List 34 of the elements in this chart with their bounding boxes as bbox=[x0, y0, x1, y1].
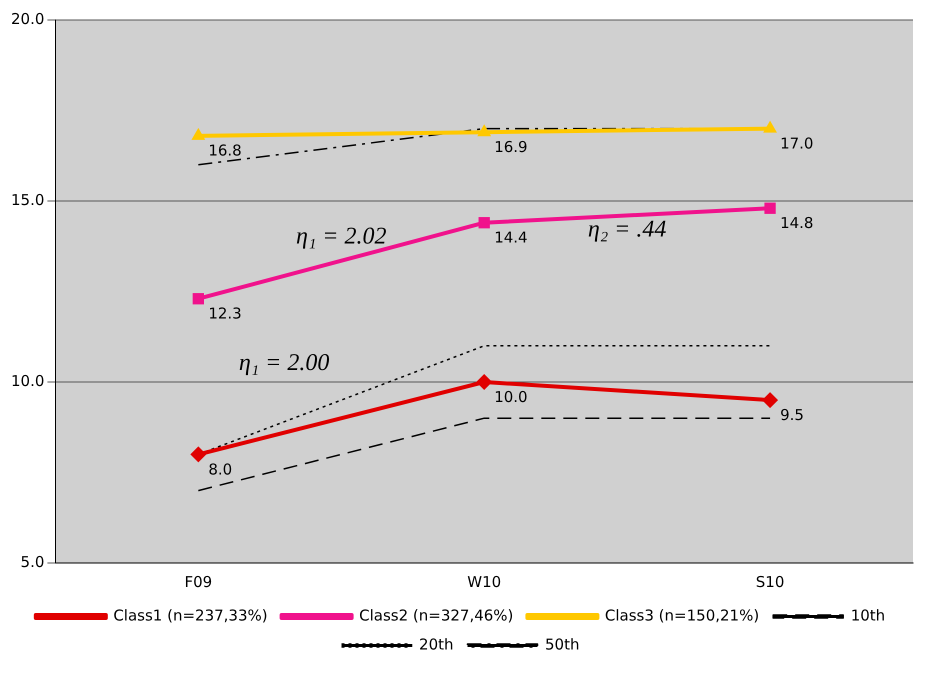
point bbox=[477, 124, 492, 136]
point bbox=[762, 392, 778, 408]
annotation: η₁ = 2.00 bbox=[238, 350, 330, 376]
data-label: 17.0 bbox=[780, 134, 814, 152]
y-tick-label: 5.0 bbox=[20, 552, 44, 571]
point bbox=[192, 293, 204, 304]
data-label: 8.0 bbox=[208, 460, 232, 478]
data-label: 9.5 bbox=[780, 406, 804, 424]
point bbox=[763, 120, 777, 133]
point bbox=[476, 374, 492, 390]
x-tick-label: W10 bbox=[467, 572, 502, 591]
data-label: 16.8 bbox=[208, 142, 242, 160]
legend-label: 20th bbox=[419, 635, 454, 654]
point bbox=[190, 446, 206, 462]
legend-label: Class1 (n=237,33%) bbox=[113, 606, 268, 624]
x-tick-label: F09 bbox=[184, 572, 212, 591]
y-tick-label: 10.0 bbox=[10, 372, 44, 390]
data-label: 14.4 bbox=[494, 228, 528, 247]
data-label: 16.9 bbox=[494, 138, 528, 156]
legend-label: 50th bbox=[545, 635, 580, 654]
legend-label: Class2 (n=327,46%) bbox=[359, 606, 514, 624]
point bbox=[478, 217, 490, 228]
point bbox=[191, 128, 206, 140]
data-label: 12.3 bbox=[208, 304, 242, 323]
data-label: 10.0 bbox=[494, 388, 528, 406]
legend-label: 10th bbox=[850, 606, 886, 624]
y-tick-label: 20.0 bbox=[10, 10, 44, 28]
annotation: η₁ = 2.02 bbox=[296, 224, 386, 250]
legend-label: Class3 (n=150,21%) bbox=[604, 606, 760, 624]
point bbox=[764, 202, 776, 214]
y-tick-label: 15.0 bbox=[10, 190, 44, 209]
annotation: η₂ = .44 bbox=[588, 216, 666, 242]
data-label: 14.8 bbox=[780, 214, 814, 232]
x-tick-label: S10 bbox=[756, 572, 784, 591]
